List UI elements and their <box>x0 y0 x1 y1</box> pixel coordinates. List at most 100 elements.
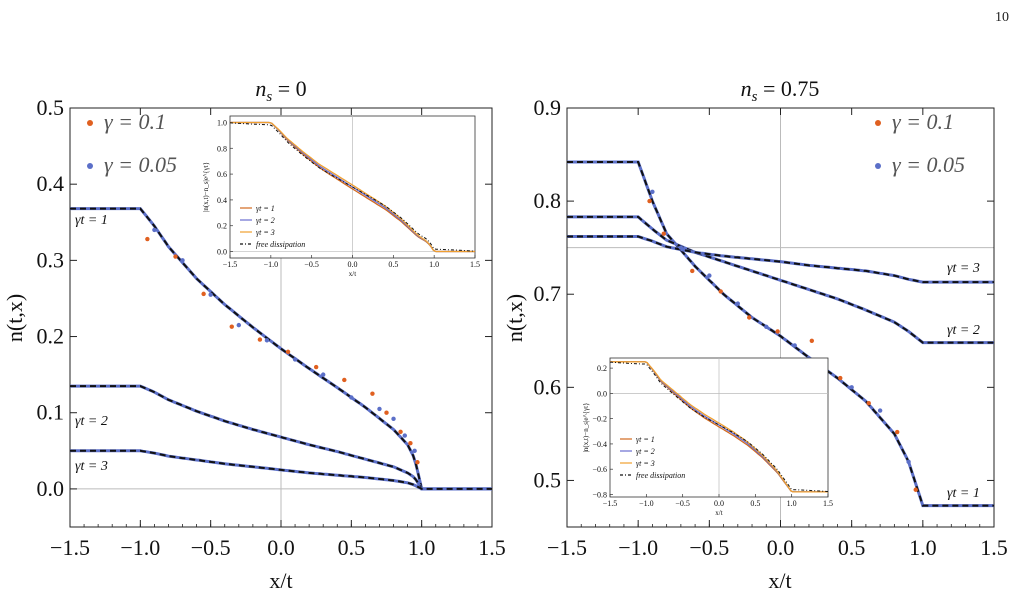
left-panel: −1.5 −1.0 −0.5 0.0 0.5 1.0 1.5 0.0 0.1 0.2 0.3 0.4 0… <box>2 76 506 593</box>
y-tick-label: 0.6 <box>534 374 562 399</box>
y-axis-label: n(t,x) <box>2 294 27 342</box>
inset-x-label: x/t <box>715 509 722 517</box>
curve-label: γt = 3 <box>75 459 108 474</box>
legend-label: γ = 0.05 <box>892 152 965 177</box>
inset-x-tick-label: 1.0 <box>429 260 439 269</box>
x-axis-label: x/t <box>768 568 791 593</box>
y-tick-label: 0.9 <box>534 95 562 120</box>
scatter-point-gamma-0.05 <box>735 301 740 306</box>
inset-y-tick-label: 0.6 <box>217 170 227 179</box>
inset-y-label: |n(x,t)−n_s|e^{γt} <box>202 162 210 212</box>
y-tick-label: 0.4 <box>37 171 65 196</box>
series-theory-gt3 <box>70 449 492 490</box>
legend-marker <box>87 120 93 126</box>
legend-label: γ = 0.05 <box>104 152 177 177</box>
y-tick-label: 0.7 <box>534 281 562 306</box>
x-tick-label: −1.0 <box>120 535 160 560</box>
inset-x-tick-label: −0.5 <box>675 499 690 508</box>
inset-y-tick-label: −0.6 <box>592 465 607 474</box>
scatter-point-gamma-0.1 <box>342 377 347 383</box>
scatter-point-gamma-0.1 <box>313 364 319 370</box>
series-theory-gt3 <box>567 235 994 284</box>
inset-curve-gt3 <box>610 361 828 493</box>
y-tick-label: 0.1 <box>37 400 65 425</box>
title-main: n <box>255 76 266 101</box>
scatter-point-gamma-0.1 <box>285 349 291 354</box>
scatter-point-gamma-0.05 <box>180 258 185 263</box>
inset-y-tick-label: −0.8 <box>592 490 607 499</box>
scatter-point-gamma-0.05 <box>792 343 797 348</box>
inset-x-tick-label: 0.0 <box>714 499 724 508</box>
scatter-point-gamma-0.1 <box>895 429 900 435</box>
scatter-point-gamma-0.05 <box>906 459 911 465</box>
scatter-point-gamma-0.05 <box>391 416 396 422</box>
title-sub: s <box>266 89 272 105</box>
curve-label: γt = 2 <box>75 414 108 429</box>
scatter-point-gamma-0.1 <box>746 315 752 320</box>
scatter-point-gamma-0.1 <box>647 198 652 204</box>
inset-x-tick-label: 1.5 <box>823 499 833 508</box>
scatter-point-gamma-0.05 <box>236 322 241 328</box>
x-tick-label: −0.5 <box>191 535 231 560</box>
inset-x-tick-label: −1.5 <box>223 260 238 269</box>
y-axis-label: n(t,x) <box>502 294 527 342</box>
scatter-point-gamma-0.05 <box>849 385 854 390</box>
inset-y-tick-label: −0.2 <box>592 415 607 424</box>
inset-y-tick-label: 0.2 <box>597 364 607 373</box>
inset-y-tick-label: −0.4 <box>592 440 607 449</box>
scatter-point-gamma-0.1 <box>809 338 815 343</box>
title-sub: s <box>752 89 758 105</box>
inset-legend-label: free dissipation <box>636 471 685 480</box>
scatter-point-gamma-0.05 <box>764 324 769 330</box>
inset-y-tick-label: 0.4 <box>217 196 227 205</box>
inset-x-label: x/t <box>349 270 356 278</box>
legend-marker <box>875 163 881 169</box>
scatter-point-gamma-0.1 <box>201 291 206 297</box>
x-tick-label: −1.0 <box>618 535 658 560</box>
x-tick-label: 0.5 <box>838 535 866 560</box>
scatter-point-gamma-0.1 <box>690 268 695 274</box>
inset: −1.5 −1.0 −0.5 0.0 0.5 1.0 1.5 0.2 0.0 −0.2 −0.4 −0… <box>582 357 833 517</box>
legend-marker <box>87 163 93 169</box>
scatter-point-gamma-0.1 <box>718 289 723 294</box>
scatter-point-gamma-0.1 <box>384 410 389 415</box>
inset-legend-label: γt = 2 <box>256 216 275 225</box>
curve-label: γt = 3 <box>947 261 980 276</box>
inset-y-tick-label: 1.0 <box>217 118 227 127</box>
scatter-point-gamma-0.1 <box>408 441 413 446</box>
scatter-point-gamma-0.05 <box>292 357 298 362</box>
x-tick-label: 1.5 <box>478 535 506 560</box>
inset-legend-label: γt = 2 <box>636 447 655 456</box>
y-tick-label: 0.3 <box>37 247 65 272</box>
inset-x-tick-label: 1.0 <box>787 499 797 508</box>
curve-label: γt = 1 <box>947 486 980 501</box>
right-panel: −1.5 −1.0 −0.5 0.0 0.5 1.0 1.5 0.5 0.6 0.7 0.8 0.9 n… <box>502 76 1008 593</box>
scatter-point-gamma-0.05 <box>208 292 213 297</box>
page-number: 10 <box>995 10 1009 25</box>
inset-free-dissipation-curve <box>229 122 476 252</box>
x-tick-label: −1.5 <box>547 535 587 560</box>
y-tick-label: 0.0 <box>37 476 65 501</box>
inset-y-tick-label: 0.2 <box>217 222 227 231</box>
inset-x-tick-label: 0.5 <box>388 260 398 269</box>
inset-x-tick-label: 0.5 <box>750 499 760 508</box>
inset-legend-label: γt = 1 <box>636 435 655 444</box>
scatter-point-gamma-0.1 <box>229 324 234 329</box>
inset-x-tick-label: −1.5 <box>603 499 618 508</box>
inset-legend-label: γt = 3 <box>256 228 275 237</box>
scatter-point-gamma-0.1 <box>661 231 666 236</box>
inset-x-tick-label: −1.0 <box>264 260 279 269</box>
y-tick-label: 0.2 <box>37 324 65 349</box>
legend-label: γ = 0.1 <box>892 109 954 134</box>
x-tick-label: 0.0 <box>267 535 295 560</box>
inset-x-tick-label: −1.0 <box>639 499 654 508</box>
scatter-point-gamma-0.1 <box>415 460 420 465</box>
scatter-point-gamma-0.1 <box>370 391 375 396</box>
scatter-point-gamma-0.05 <box>377 406 382 412</box>
title-main: n <box>741 76 752 101</box>
inset-y-tick-label: 0.8 <box>217 144 227 153</box>
scatter-point-gamma-0.05 <box>707 273 712 278</box>
title-rest: = 0 <box>272 76 306 101</box>
inset: −1.5 −1.0 −0.5 0.0 0.5 1.0 1.5 0.0 0.2 0.4 0.6 0.8 1… <box>202 115 480 278</box>
curve-label: γt = 2 <box>947 323 980 338</box>
